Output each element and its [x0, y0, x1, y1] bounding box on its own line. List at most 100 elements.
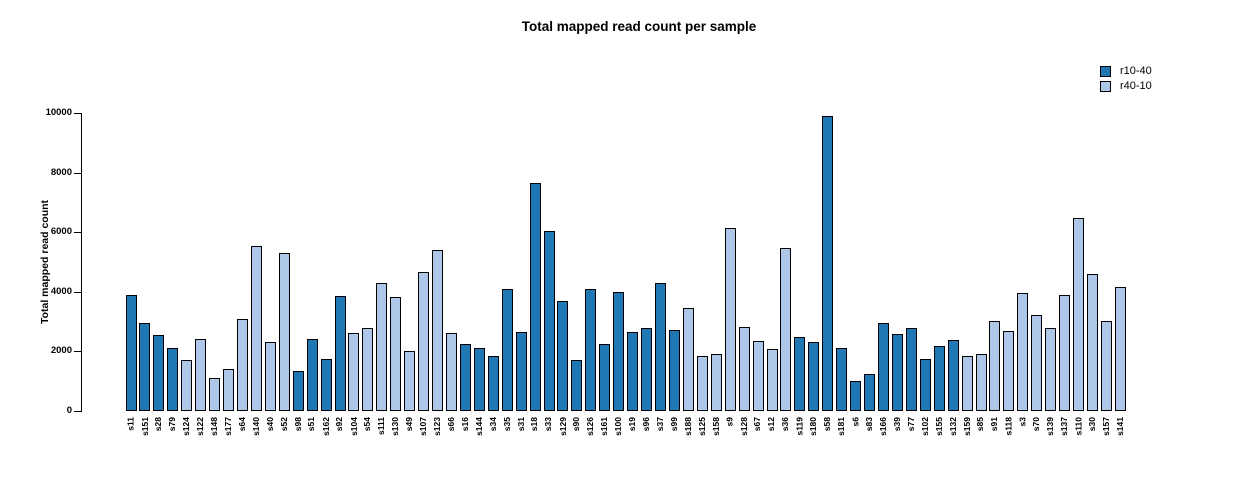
- x-label-s123: s123: [432, 417, 443, 436]
- legend-swatch-r40-10: [1100, 80, 1111, 92]
- x-label-s36: s36: [780, 417, 791, 432]
- legend-item-r40-10: r40-10: [1100, 79, 1152, 93]
- bar-s110: [1073, 218, 1084, 411]
- bar-s166: [878, 323, 889, 411]
- x-label-s70: s70: [1031, 417, 1042, 432]
- bar-s122: [195, 339, 206, 411]
- legend-swatch-r10-40: [1100, 65, 1111, 77]
- y-tick-mark: [74, 291, 81, 293]
- x-label-s67: s67: [752, 417, 763, 432]
- bar-s37: [655, 283, 666, 411]
- bar-s9: [725, 228, 736, 411]
- bar-s188: [683, 308, 694, 411]
- x-label-s140: s140: [250, 417, 261, 436]
- bar-s85: [976, 354, 987, 411]
- x-label-s77: s77: [905, 417, 916, 432]
- x-label-s130: s130: [390, 417, 401, 436]
- legend-label: r40-10: [1120, 79, 1152, 92]
- x-label-s158: s158: [710, 417, 721, 436]
- bar-s104: [348, 333, 359, 411]
- bar-s132: [948, 340, 959, 411]
- x-label-s132: s132: [947, 417, 958, 436]
- bar-s137: [1059, 295, 1070, 411]
- x-label-s31: s31: [515, 417, 526, 432]
- x-label-s16: s16: [459, 417, 470, 432]
- x-label-s64: s64: [236, 417, 247, 432]
- x-label-s151: s151: [139, 417, 150, 436]
- bar-s177: [223, 369, 234, 411]
- bar-s67: [753, 341, 764, 411]
- legend: r10-40 r40-10: [1100, 64, 1152, 94]
- x-label-s188: s188: [682, 417, 693, 436]
- bar-s83: [864, 374, 875, 411]
- bar-s157: [1101, 321, 1112, 411]
- x-label-s126: s126: [585, 417, 596, 436]
- bar-s6: [850, 381, 861, 411]
- x-label-s11: s11: [125, 417, 136, 431]
- y-axis-title: Total mapped read count: [39, 199, 51, 325]
- bar-s139: [1045, 328, 1056, 411]
- bar-s128: [739, 327, 750, 411]
- bar-s12: [767, 349, 778, 411]
- x-label-s30: s30: [1087, 417, 1098, 432]
- bar-s3: [1017, 293, 1028, 411]
- bar-s28: [153, 335, 164, 411]
- x-label-s79: s79: [167, 417, 178, 432]
- x-label-s35: s35: [501, 417, 512, 432]
- y-axis-line: [81, 113, 82, 412]
- x-label-s3: s3: [1017, 417, 1028, 427]
- y-tick-label: 6000: [50, 226, 72, 238]
- x-label-s141: s141: [1114, 417, 1125, 436]
- y-tick-label: 8000: [50, 166, 72, 178]
- bar-s52: [279, 253, 290, 411]
- bar-s35: [502, 289, 513, 411]
- x-label-s90: s90: [571, 417, 582, 432]
- x-label-s125: s125: [696, 417, 707, 436]
- y-tick-mark: [74, 351, 81, 353]
- bar-s124: [181, 360, 192, 411]
- legend-item-r10-40: r10-40: [1100, 64, 1152, 78]
- bar-s180: [808, 342, 819, 411]
- x-label-s157: s157: [1100, 417, 1111, 436]
- x-label-s111: s111: [376, 417, 387, 435]
- x-label-s91: s91: [989, 417, 1000, 432]
- x-label-s181: s181: [836, 417, 847, 436]
- bar-s151: [139, 323, 150, 411]
- x-label-s58: s58: [822, 417, 833, 432]
- legend-label: r10-40: [1120, 64, 1152, 77]
- x-label-s104: s104: [348, 417, 359, 436]
- x-label-s85: s85: [975, 417, 986, 432]
- x-label-s139: s139: [1045, 417, 1056, 436]
- x-label-s12: s12: [766, 417, 777, 432]
- bar-s58: [822, 116, 833, 411]
- bar-s18: [530, 183, 541, 411]
- bar-s102: [920, 359, 931, 411]
- x-label-s118: s118: [1003, 417, 1014, 436]
- x-label-s49: s49: [404, 417, 415, 432]
- bar-s96: [641, 328, 652, 411]
- bar-s39: [892, 334, 903, 411]
- x-label-s34: s34: [487, 417, 498, 432]
- bar-s51: [307, 339, 318, 411]
- bar-s19: [627, 332, 638, 411]
- bar-s126: [585, 289, 596, 411]
- bar-s144: [474, 348, 485, 411]
- bar-s30: [1087, 274, 1098, 411]
- x-label-s128: s128: [738, 417, 749, 436]
- x-label-s110: s110: [1073, 417, 1084, 436]
- bar-s155: [934, 346, 945, 411]
- bar-s11: [126, 295, 137, 411]
- x-label-s6: s6: [850, 417, 861, 427]
- x-label-s124: s124: [181, 417, 192, 436]
- x-label-s148: s148: [209, 417, 220, 436]
- x-label-s99: s99: [668, 417, 679, 432]
- bar-s123: [432, 250, 443, 411]
- x-label-s161: s161: [599, 417, 610, 436]
- y-tick-mark: [74, 172, 81, 174]
- x-label-s54: s54: [362, 417, 373, 432]
- bar-s107: [418, 272, 429, 411]
- x-label-s83: s83: [864, 417, 875, 432]
- y-tick-mark: [74, 113, 81, 114]
- x-label-s66: s66: [446, 417, 457, 432]
